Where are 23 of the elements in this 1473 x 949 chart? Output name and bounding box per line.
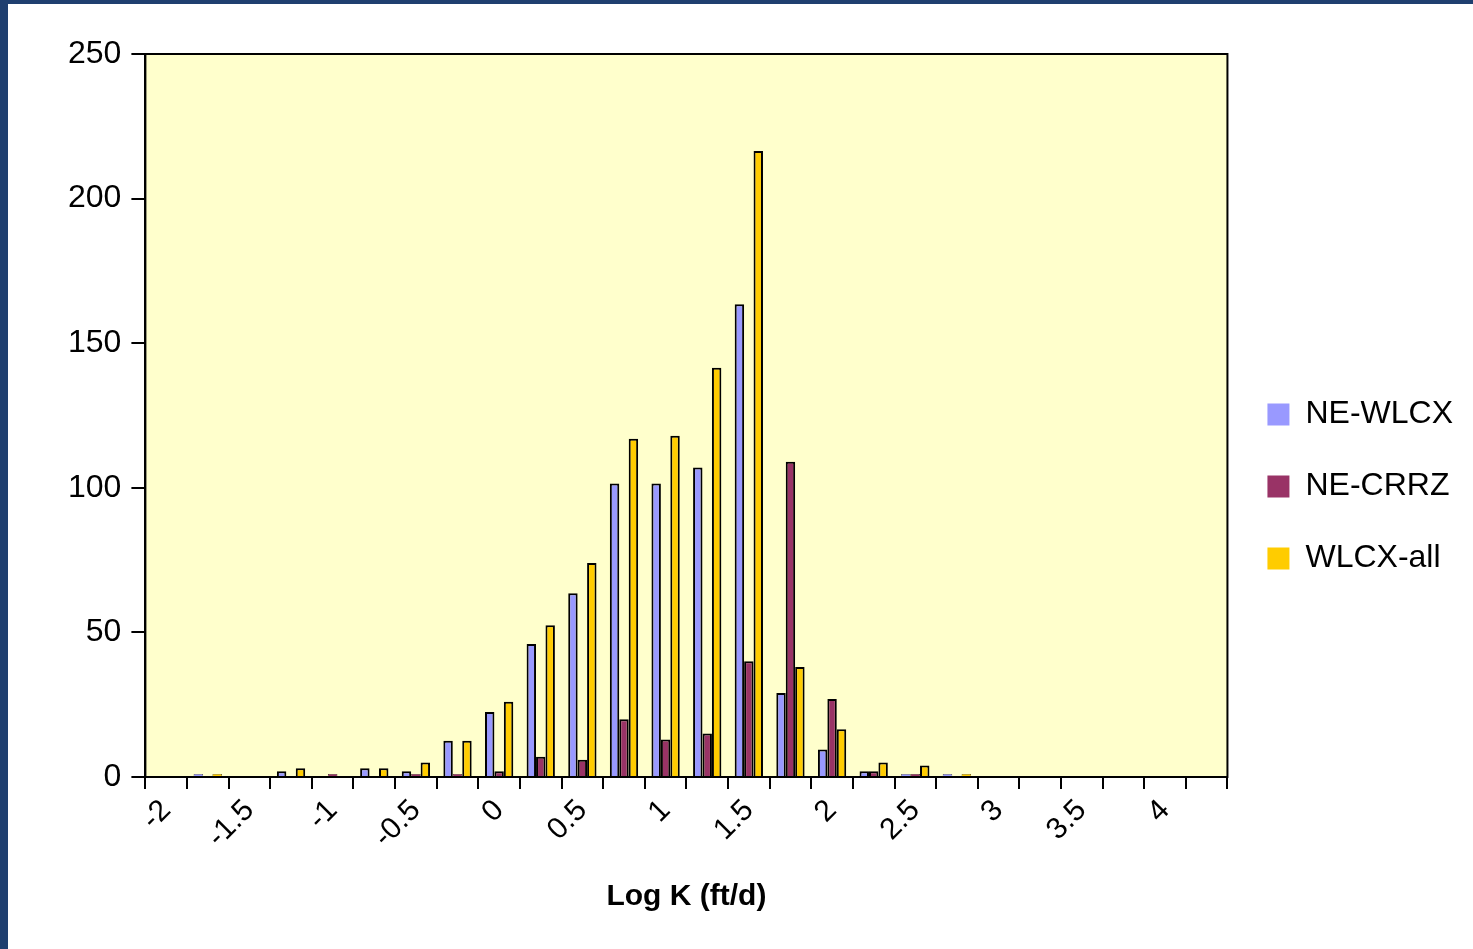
x-tick-label: -0.5 [366, 792, 426, 853]
x-tick-label: 3.5 [1039, 792, 1092, 846]
x-axis-title: Log K (ft/d) [606, 878, 767, 912]
x-tick-label: -1 [300, 792, 343, 835]
x-tick-label: 0 [474, 792, 510, 828]
x-tick-label: -2 [134, 792, 177, 835]
x-tick-label: 1 [640, 792, 676, 828]
x-tick-label: 3 [973, 792, 1009, 828]
x-tick-label: 2.5 [872, 792, 926, 846]
legend-label: WLCX-all [1305, 538, 1441, 575]
x-tick-label: 1.5 [706, 792, 759, 846]
y-tick-label: 200 [68, 178, 122, 215]
y-tick-label: 50 [85, 612, 122, 649]
y-tick-label: 100 [68, 467, 122, 504]
x-tick-label: 4 [1139, 792, 1176, 828]
x-tick-label: -1.5 [199, 792, 260, 853]
legend-label: NE-WLCX [1305, 394, 1453, 431]
y-tick-label: 0 [103, 756, 122, 793]
x-tick-label: 0.5 [539, 792, 593, 846]
legend-label: NE-CRRZ [1305, 466, 1450, 503]
y-tick-label: 150 [68, 323, 122, 360]
y-tick-label: 250 [68, 33, 122, 70]
x-tick-label: 2 [807, 792, 843, 828]
